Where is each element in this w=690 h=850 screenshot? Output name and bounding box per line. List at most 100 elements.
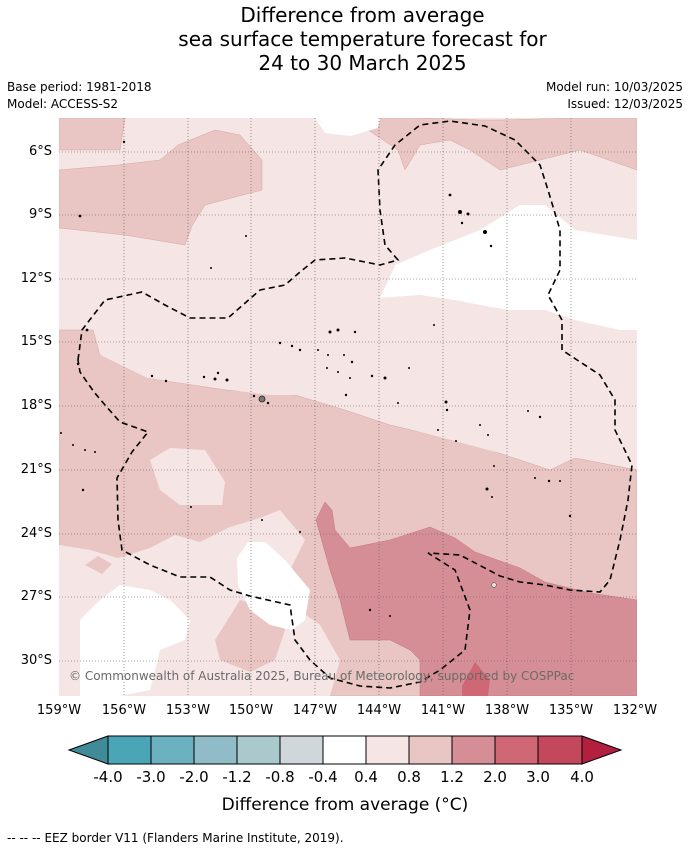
island-dot (350, 360, 354, 364)
x-tick-label: 147°W (292, 703, 338, 718)
colorbar-right-arrow (581, 735, 623, 765)
island-dot (290, 344, 294, 348)
x-tick-label: 135°W (548, 703, 594, 718)
anomaly-zone-0-4-0-8-central (95, 262, 637, 468)
island-dot (258, 395, 266, 403)
island-dot (487, 434, 489, 436)
island-dot (225, 378, 229, 382)
y-tick-label: 24°S (20, 526, 52, 541)
colorbar-tick-label: 1.2 (440, 768, 464, 786)
island-dot (337, 371, 339, 373)
colorbar-tick-label: -0.8 (265, 768, 295, 786)
colorbar-tick-label: 2.0 (483, 768, 507, 786)
colorbar-tick-label: 0.8 (397, 768, 421, 786)
island-dot (210, 267, 212, 269)
colorbar-tick-label: 0.4 (354, 768, 378, 786)
island-dot (164, 379, 168, 383)
copyright-notice: © Commonwealth of Australia 2025, Bureau… (69, 669, 575, 683)
island-dot (491, 496, 493, 498)
island-dot (216, 371, 220, 375)
island-dot (491, 582, 497, 588)
island-dot (202, 375, 206, 379)
island-dot (559, 480, 561, 482)
island-dot (261, 519, 263, 521)
colorbar (67, 735, 623, 765)
island-dot (527, 410, 529, 412)
x-tick-label: 138°W (484, 703, 530, 718)
x-tick-label: 150°W (228, 703, 274, 718)
island-dot (298, 348, 302, 352)
island-dot (328, 330, 332, 334)
y-tick-label: 15°S (20, 334, 52, 349)
island-dot (408, 367, 410, 369)
island-dot (326, 367, 328, 369)
island-dot (85, 328, 89, 332)
chart-title: Difference from average sea surface temp… (0, 3, 690, 75)
eez-legend-line-sample: -- -- -- (7, 831, 41, 845)
colorbar-tick-label: -1.2 (222, 768, 252, 786)
island-dot (353, 330, 357, 334)
island-dot (336, 328, 340, 332)
anomaly-zone-white-patch-north (365, 205, 637, 330)
x-tick-label: 141°W (420, 703, 466, 718)
island-dot (343, 354, 345, 356)
island-dot (150, 374, 154, 378)
island-dot (252, 394, 256, 398)
colorbar-swatch-2 (150, 735, 195, 765)
island-dot (493, 465, 495, 467)
y-tick-label: 12°S (20, 271, 52, 286)
colorbar-swatch-8 (408, 735, 453, 765)
gridlines (59, 118, 637, 696)
island-dot (460, 221, 464, 225)
island-dot (84, 449, 86, 451)
island-dot (72, 444, 74, 446)
island-dot (60, 432, 62, 434)
model-name: Model: ACCESS-S2 (7, 97, 119, 111)
island-dot (245, 235, 247, 237)
anomaly-zone-2-0-3-0 (462, 662, 490, 696)
colorbar-swatch-9 (451, 735, 496, 765)
colorbar-left-arrow (67, 735, 109, 765)
anomaly-zone-white-sw (80, 542, 310, 696)
x-tick-label: 156°W (101, 703, 147, 718)
island-dot (547, 479, 551, 483)
colorbar-tick-label: -0.4 (308, 768, 338, 786)
colorbar-swatch-3 (193, 735, 238, 765)
model-run: Model run: 10/03/2025 (545, 80, 683, 94)
island-dot (483, 230, 487, 234)
island-dot (299, 531, 301, 533)
island-dot (485, 487, 489, 491)
x-tick-label: 144°W (356, 703, 402, 718)
base-period: Base period: 1981-2018 (7, 80, 152, 94)
island-dot (349, 377, 351, 379)
island-dot (81, 488, 85, 492)
anomaly-zone-0-4-0-8-west (150, 448, 225, 505)
y-tick-label: 30°S (20, 653, 52, 668)
colorbar-swatch-7 (365, 735, 410, 765)
island-dot (383, 376, 387, 380)
colorbar-tick-label: -3.0 (136, 768, 166, 786)
meta-right: Model run: 10/03/2025 Issued: 12/03/2025 (546, 79, 683, 113)
x-tick-label: 153°W (165, 703, 211, 718)
y-tick-label: 18°S (20, 398, 52, 413)
island-markers (60, 140, 572, 617)
island-dot (94, 451, 96, 453)
y-tick-label: 21°S (20, 462, 52, 477)
island-dot (278, 341, 282, 345)
island-dot (190, 506, 192, 508)
colorbar-tick-label: -4.0 (93, 768, 123, 786)
island-dot (455, 440, 457, 442)
colorbar-swatch-5 (279, 735, 324, 765)
title-line-1: Difference from average (240, 3, 485, 27)
island-dot (479, 424, 481, 426)
x-tick-label: 159°W (36, 703, 82, 718)
title-line-3: 24 to 30 March 2025 (258, 51, 467, 75)
y-tick-label: 9°S (28, 207, 52, 222)
island-dot (489, 244, 493, 248)
meta-left: Base period: 1981-2018 Model: ACCESS-S2 (7, 79, 152, 113)
map-layer-group (59, 118, 637, 696)
island-dot (213, 377, 217, 381)
colorbar-swatch-1 (107, 735, 152, 765)
anomaly-zone-1-2-2-0 (315, 501, 637, 696)
